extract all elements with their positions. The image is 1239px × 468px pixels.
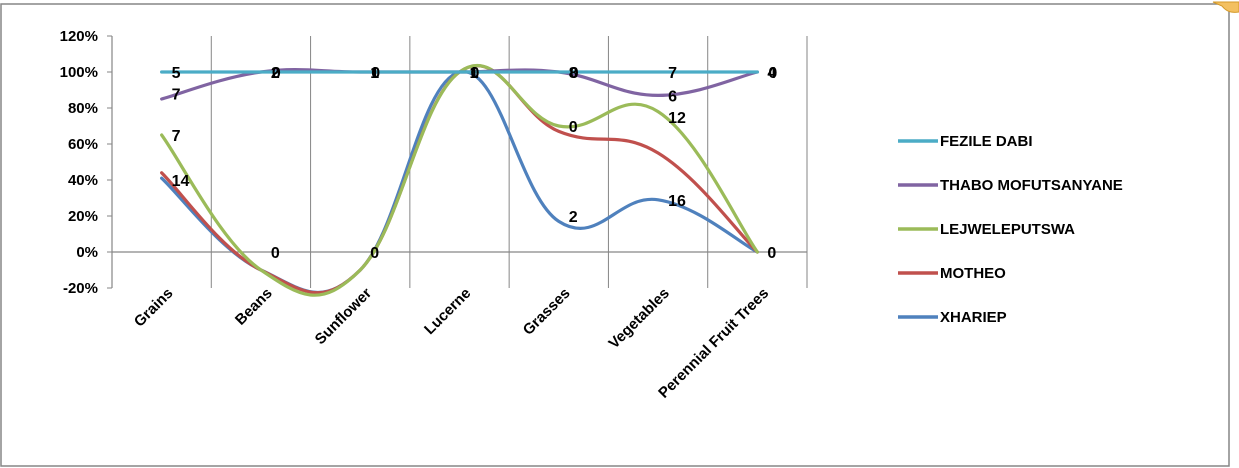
- data-label: 0: [570, 65, 579, 82]
- y-tick-label: 60%: [68, 136, 98, 153]
- legend-label: XHARIEP: [940, 309, 1007, 326]
- y-tick-label: 80%: [68, 100, 98, 117]
- legend: FEZILE DABI THABO MOFUTSANYANE LEJWELEPUTS…: [898, 133, 1123, 326]
- data-label: 0: [371, 65, 380, 82]
- y-tick-label: 100%: [60, 64, 98, 81]
- data-label: 1: [470, 65, 479, 82]
- data-label: 8: [569, 65, 578, 82]
- chart-area-border: [0, 3, 1230, 467]
- data-label: 7: [668, 65, 677, 82]
- y-tick-label: 0%: [76, 244, 98, 261]
- data-label: 0: [767, 245, 776, 262]
- data-label: 16: [668, 193, 686, 210]
- data-label: 0: [768, 65, 777, 82]
- data-label: 0: [569, 119, 578, 136]
- data-label: 1: [370, 65, 379, 82]
- data-label: 2: [271, 65, 280, 82]
- data-label: 12: [668, 110, 686, 127]
- data-label: 0: [370, 245, 379, 262]
- data-label: 14: [172, 173, 190, 190]
- data-label: 4: [767, 65, 776, 82]
- y-tick-label: -20%: [63, 280, 98, 297]
- data-label: 2: [569, 209, 578, 226]
- y-tick-label: 40%: [68, 172, 98, 189]
- data-label: 0: [271, 245, 280, 262]
- y-tick-label: 120%: [60, 28, 98, 45]
- data-label: 7: [172, 87, 181, 104]
- legend-label: THABO MOFUTSANYANE: [940, 177, 1123, 194]
- series-line-lejweleputswa: [160, 63, 759, 297]
- data-label: 5: [172, 65, 181, 82]
- y-tick-label: 20%: [68, 208, 98, 225]
- data-label: 6: [668, 88, 677, 105]
- data-label: 0: [272, 65, 281, 82]
- data-label: 7: [172, 128, 181, 145]
- legend-label: LEJWELEPUTSWA: [940, 221, 1075, 238]
- data-label: 0: [471, 65, 480, 82]
- legend-label: MOTHEO: [940, 265, 1006, 282]
- legend-label: FEZILE DABI: [940, 133, 1033, 150]
